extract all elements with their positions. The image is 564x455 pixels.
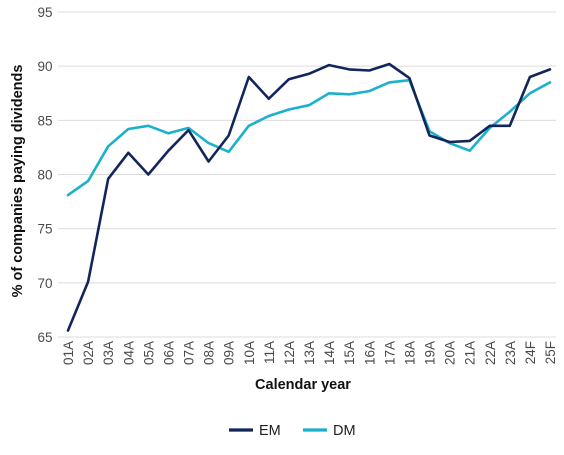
series-line-dm xyxy=(66,78,552,197)
x-tick-label: 23A xyxy=(503,341,518,365)
x-tick-label: 14A xyxy=(322,341,337,365)
x-tick-label: 25F xyxy=(543,341,558,364)
series-lines xyxy=(66,62,552,332)
y-tick-label: 65 xyxy=(37,330,52,345)
y-tick-label: 90 xyxy=(37,59,52,74)
y-tick-label: 70 xyxy=(37,276,52,291)
gridlines xyxy=(58,11,556,338)
x-axis-title: Calendar year xyxy=(255,377,351,393)
x-tick-label: 11A xyxy=(262,341,277,364)
y-tick-label: 95 xyxy=(37,5,52,20)
x-tick-label: 18A xyxy=(402,341,417,365)
y-axis-ticks: 65 70 75 80 85 90 95 xyxy=(37,5,52,345)
x-tick-label: 13A xyxy=(302,341,317,365)
x-tick-label: 20A xyxy=(443,341,458,365)
x-tick-label: 03A xyxy=(101,341,116,365)
x-tick-label: 15A xyxy=(342,341,357,365)
y-tick-label: 85 xyxy=(37,113,52,128)
legend: EM DM xyxy=(229,423,356,439)
x-tick-label: 12A xyxy=(282,341,297,365)
x-tick-label: 19A xyxy=(423,341,438,365)
y-tick-label: 75 xyxy=(37,222,52,237)
x-tick-label: 10A xyxy=(242,341,257,365)
y-axis-title: % of companies paying dividends xyxy=(10,65,26,298)
x-tick-label: 02A xyxy=(81,341,96,365)
series-line-em xyxy=(66,62,552,332)
x-tick-label: 08A xyxy=(202,341,217,365)
x-tick-label: 17A xyxy=(382,341,397,365)
x-tick-label: 16A xyxy=(362,341,377,365)
x-tick-label: 21A xyxy=(463,341,478,365)
x-tick-label: 09A xyxy=(222,341,237,365)
x-tick-label: 04A xyxy=(121,341,136,365)
x-tick-label: 06A xyxy=(161,341,176,365)
x-tick-label: 01A xyxy=(61,341,76,365)
x-axis-ticks: 01A 02A 03A 04A 05A 06A 07A 08A 09A 10A 11A 12A 13A 1… xyxy=(61,341,558,365)
x-tick-label: 24F xyxy=(523,341,538,364)
x-tick-label: 22A xyxy=(483,341,498,365)
x-tick-label: 07A xyxy=(182,341,197,365)
x-tick-label: 05A xyxy=(141,341,156,365)
legend-label-dm: DM xyxy=(333,423,356,439)
legend-label-em: EM xyxy=(259,423,281,439)
y-tick-label: 80 xyxy=(37,168,52,183)
